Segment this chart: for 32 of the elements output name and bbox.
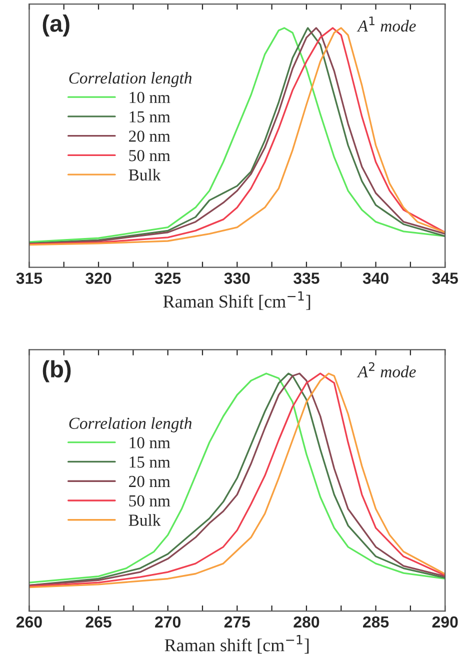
x-tick-label: 285	[363, 616, 389, 628]
annotation: (b)	[42, 360, 71, 382]
x-tick-label: 320	[86, 272, 112, 284]
annotation: (a)	[42, 14, 70, 37]
legend-title: Correlation length	[69, 72, 192, 88]
x-axis-title: Raman shift [cm$^{−1}$]	[164, 635, 309, 654]
x-tick-label: 345	[432, 272, 458, 284]
legend-label: 15 nm	[130, 111, 170, 122]
x-tick-label: 260	[16, 616, 42, 628]
x-tick-label: 280	[294, 616, 320, 628]
x-tick-label: 290	[432, 616, 458, 628]
annotation: A$^{2}$ mode	[356, 362, 416, 378]
legend-label: 15 nm	[130, 456, 170, 468]
legend-label: Bulk	[128, 514, 161, 526]
legend-label: Bulk	[128, 168, 161, 181]
legend-label: 50 nm	[129, 150, 170, 162]
x-tick-label: 270	[155, 616, 181, 628]
legend-label: 10 nm	[130, 437, 170, 448]
x-tick-label: 325	[154, 272, 181, 284]
legend-title: Correlation length	[69, 417, 192, 432]
x-tick-label: 330	[224, 272, 250, 284]
x-axis-title: Raman Shift [cm$^{−1}$]	[163, 291, 310, 310]
x-tick-label: 275	[224, 616, 250, 628]
x-tick-label: 340	[362, 272, 388, 284]
legend-label: 20 nm	[129, 130, 170, 142]
annotation: A$^{1}$ mode	[356, 16, 416, 32]
x-tick-label: 265	[86, 616, 112, 628]
legend-label: 20 nm	[129, 476, 170, 488]
legend-label: 10 nm	[130, 92, 170, 104]
legend-label: 50 nm	[129, 495, 170, 506]
x-tick-label: 315	[16, 272, 42, 284]
x-tick-label: 335	[294, 272, 320, 284]
